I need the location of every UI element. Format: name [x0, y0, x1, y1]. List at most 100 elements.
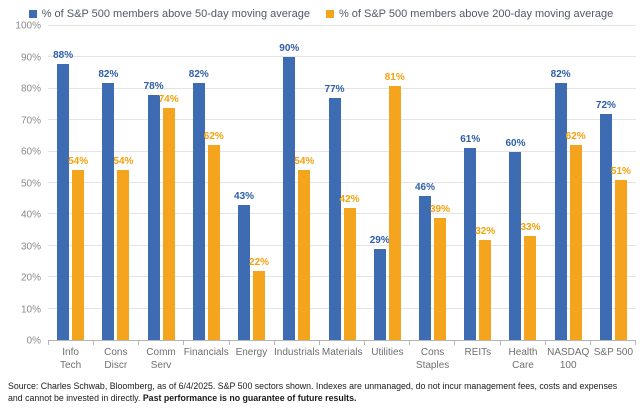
x-axis-category-label: Cons Discr [104, 347, 128, 371]
bar-50day: 61% [460, 134, 480, 340]
bar-200day: 81% [385, 72, 405, 340]
bar-200day: 39% [430, 204, 450, 340]
bar-groups: 88% 54% 82% 54% 78% 74% 82% 62% 43% 22% 90% 54% 77% 4… [48, 26, 636, 340]
y-axis-tick-label: 50% [20, 178, 41, 189]
x-axis-tick [183, 341, 228, 345]
source-text: Source: Charles Schwab, Bloomberg, as of… [8, 381, 618, 403]
source-footnote: Source: Charles Schwab, Bloomberg, as of… [8, 381, 634, 405]
gridline [48, 150, 636, 152]
gridline [48, 307, 636, 309]
bar-50day: 72% [596, 100, 616, 340]
bar-value-label: 90% [279, 43, 300, 55]
x-axis-category-label: S&P 500 [593, 347, 634, 358]
bar-value-label: 82% [550, 68, 571, 80]
bar-group: 60% 33% [500, 26, 545, 340]
bar-value-label: 72% [595, 99, 616, 111]
bar-50day: 29% [370, 235, 390, 340]
bar-value-label: 61% [460, 134, 481, 146]
gridline [48, 213, 636, 215]
bar-value-label: 74% [158, 93, 179, 105]
bar-value-label: 42% [339, 194, 360, 206]
legend-swatch-blue-icon [28, 10, 37, 18]
bar-group: 46% 39% [410, 26, 455, 340]
bar-50day: 82% [189, 69, 209, 340]
x-axis-tick [409, 341, 454, 345]
bar-200day: 54% [294, 156, 314, 340]
y-axis: 0% 10% 20% 30% 40% 50% 60% 70% 80% 90% 100% [6, 21, 48, 347]
bar-value-label: 54% [113, 156, 134, 168]
bar-value-label: 29% [369, 234, 390, 246]
x-axis-category-label: REITs [464, 347, 492, 358]
bar-50day: 82% [98, 69, 118, 340]
bar-group: 82% 54% [93, 26, 138, 340]
bar-200day: 74% [159, 94, 179, 340]
bar-50day: 82% [551, 69, 571, 340]
x-axis-category-label: Energy [235, 347, 268, 358]
bar-value-label: 77% [324, 84, 345, 96]
bar-value-label: 33% [520, 222, 541, 234]
y-axis-tick-label: 70% [20, 115, 41, 126]
x-axis-category-label: Materials [321, 347, 363, 358]
bar-value-label: 54% [294, 156, 315, 168]
x-axis-tick [273, 341, 319, 345]
bar-group: 90% 54% [274, 26, 319, 340]
bar-value-label: 32% [475, 225, 496, 237]
x-axis-ticks [48, 341, 637, 345]
x-axis-category-label: Financials [183, 347, 229, 358]
x-axis-category-label: Info Tech [60, 347, 82, 371]
bar-50day: 78% [144, 81, 164, 340]
bar-200day: 33% [520, 222, 540, 340]
gridline [48, 87, 636, 89]
bar-value-label: 54% [68, 156, 89, 168]
bar-50day: 60% [505, 138, 525, 340]
bar-group: 88% 54% [48, 26, 93, 340]
y-axis-tick-label: 100% [15, 20, 41, 32]
bar-value-label: 43% [234, 190, 255, 202]
bar-value-label: 62% [203, 131, 224, 143]
bar-group: 29% 81% [365, 26, 410, 340]
gridline [48, 25, 636, 26]
bar-group: 78% 74% [138, 26, 183, 340]
gridline [48, 276, 636, 278]
bar-200day: 62% [566, 131, 586, 340]
y-axis-tick-label: 20% [20, 272, 41, 284]
legend-item-50day: % of S&P 500 members above 50-day moving… [28, 8, 310, 20]
x-axis-tick [318, 341, 364, 345]
bar-50day: 88% [53, 50, 73, 340]
bar-group: 43% 22% [229, 26, 274, 340]
x-axis-category-label: Health Care [508, 347, 538, 371]
bar-value-label: 62% [565, 131, 586, 143]
bar-group: 61% 32% [455, 26, 500, 340]
gridline [48, 119, 636, 121]
x-axis-category-label: Comm Serv [146, 347, 176, 371]
chart-plot-row: 0% 10% 20% 30% 40% 50% 60% 70% 80% 90% 100% 88% 54%… [6, 21, 636, 347]
bar-value-label: 88% [53, 49, 74, 61]
gridline [48, 244, 636, 246]
legend-item-200day: % of S&P 500 members above 200-day movin… [325, 8, 613, 20]
bar-group: 82% 62% [184, 26, 229, 340]
x-axis-tick [364, 341, 409, 345]
bar-group: 77% 42% [319, 26, 364, 340]
bar-200day: 42% [340, 194, 360, 340]
y-axis-tick-label: 40% [20, 209, 41, 221]
bar-value-label: 51% [610, 165, 631, 177]
x-axis-tick [228, 341, 274, 345]
x-axis-category-label: Utilities [371, 347, 404, 358]
x-axis-tick [93, 341, 138, 345]
x-axis-category-label: NASDAQ 100 [547, 347, 590, 371]
gridline [48, 182, 636, 183]
x-axis-tick [454, 341, 499, 345]
bar-group: 82% 62% [546, 26, 591, 340]
bar-200day: 62% [204, 131, 224, 340]
gridline [48, 56, 636, 58]
x-axis-tick [48, 341, 93, 345]
disclaimer-text: Past performance is no guarantee of futu… [142, 392, 357, 403]
x-axis-tick [499, 341, 545, 345]
bar-200day: 32% [475, 226, 495, 340]
y-axis-tick-label: 0% [26, 335, 41, 347]
bar-200day: 54% [113, 156, 133, 340]
x-axis-category-label: Cons Staples [415, 347, 450, 371]
bar-value-label: 82% [188, 68, 209, 80]
y-axis-tick-label: 80% [20, 83, 41, 95]
